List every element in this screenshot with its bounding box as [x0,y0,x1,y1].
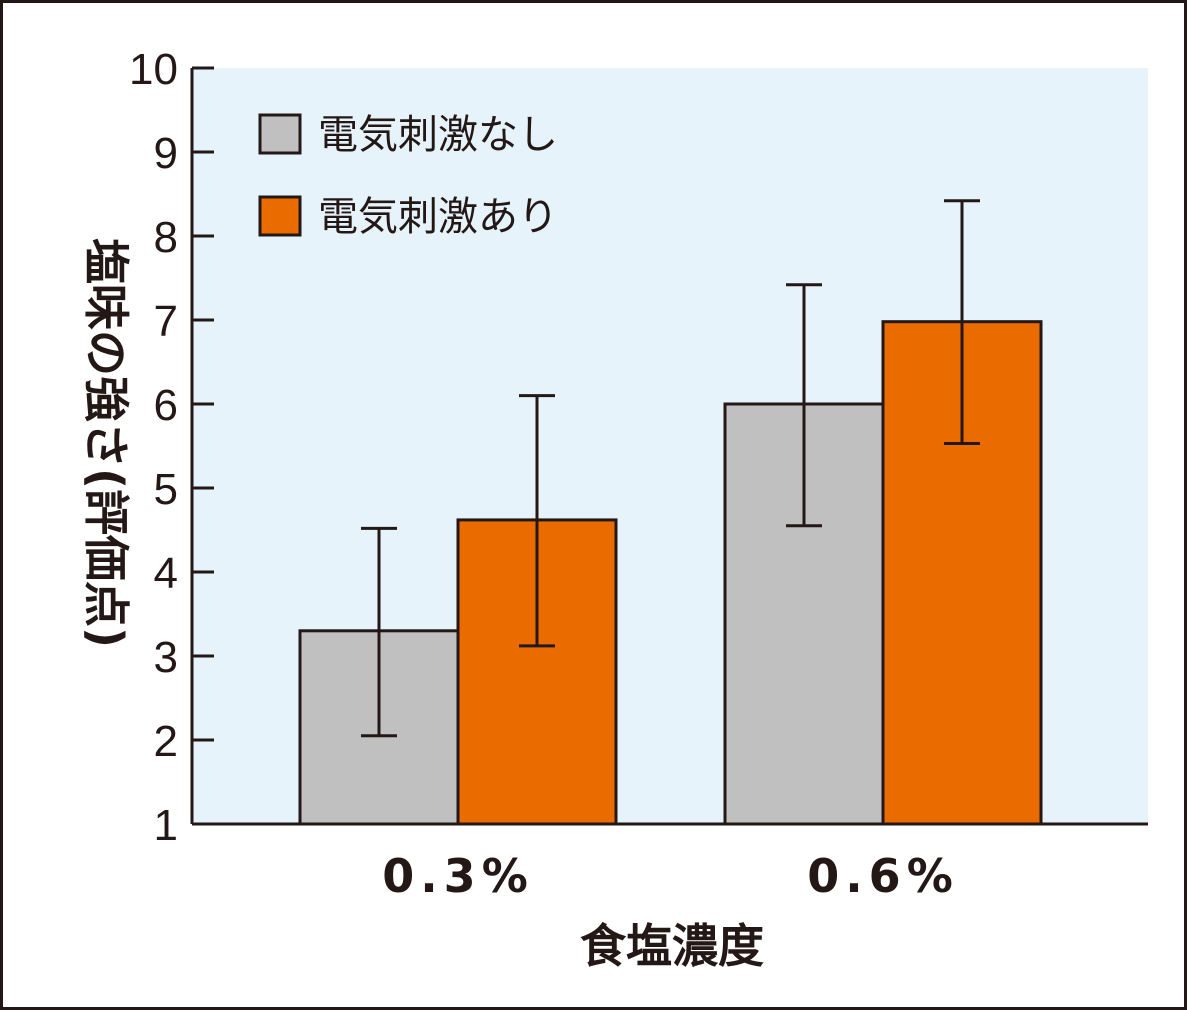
legend-label: 電気刺激なし [318,112,558,158]
x-category-label: 0.3% [382,849,534,903]
x-axis-title: 食塩濃度 [580,919,764,973]
y-tick-label: 8 [154,213,178,262]
y-tick-label: 10 [129,45,178,94]
x-categories: 0.3% 0.6% [382,849,959,903]
y-tick-label: 4 [154,549,178,598]
error-bars [361,199,980,738]
y-axis-title: 塩味の強さ(評価点) [79,238,133,648]
y-tick-label: 6 [154,381,178,430]
y-tick-label: 1 [154,801,178,850]
y-tick-label: 9 [154,129,178,178]
legend-swatch [258,113,302,155]
y-ticks: 1 2 3 4 5 6 7 8 9 10 [129,45,214,850]
y-tick-label: 3 [154,633,178,682]
y-tick-label: 5 [154,465,178,514]
x-category-label: 0.6% [807,849,959,903]
legend-label: 電気刺激あり [318,194,558,240]
axes [190,68,1148,826]
y-tick-label: 7 [154,297,178,346]
legend-swatch [258,195,302,237]
y-tick-label: 2 [154,717,178,766]
